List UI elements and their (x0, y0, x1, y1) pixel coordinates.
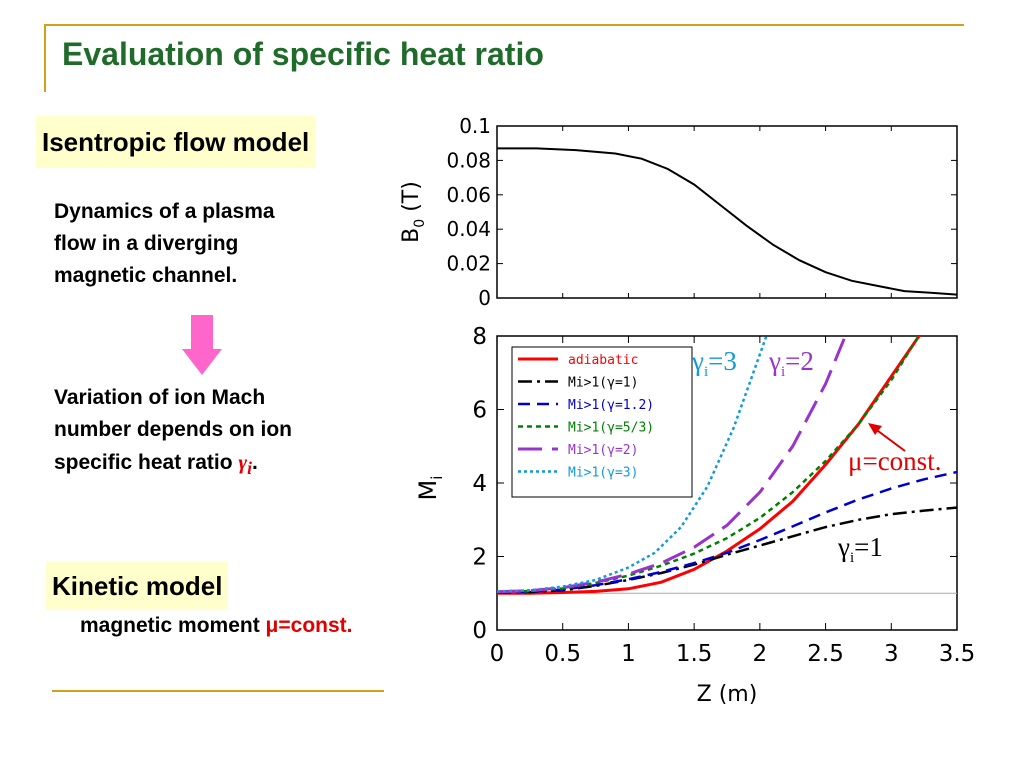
mi-xtick-label: 3 (884, 641, 899, 667)
isentropic-flow-model-label: Isentropic flow model (36, 116, 316, 168)
slide-title: Evaluation of specific heat ratio (62, 36, 544, 72)
mi-legend: adiabatic Mi>1(γ=1) Mi>1(γ=1.2) Mi>1(γ=5/3)… (511, 346, 693, 498)
top-accent-line (44, 24, 964, 26)
legend-entry-label: Mi>1(γ=2) (568, 443, 638, 458)
svg-text:Mi: Mi (414, 476, 446, 501)
variation-line-3: specific heat ratio γi. (54, 446, 414, 484)
mu-const-pointer-line (873, 427, 906, 452)
gamma-subscript: i (247, 458, 253, 479)
annotation-gamma-2: γi=2 (768, 346, 814, 380)
mi-x-ticks: 0 0.5 1 1.5 2 2.5 3 3.5 (490, 336, 976, 667)
dynamics-line-2: flow in a diverging (54, 232, 239, 255)
b0-ytick-label: 0.08 (446, 148, 491, 172)
mi-ylabel-sub: i (428, 476, 446, 480)
legend-entries: adiabatic Mi>1(γ=1) Mi>1(γ=1.2) Mi>1(γ=5/3)… (518, 353, 654, 481)
mi-ylabel-main: M (414, 480, 442, 501)
b0-ytick-label: 0.04 (446, 217, 491, 241)
mi-xtick-label: 0 (490, 641, 505, 667)
mu-const-pointer-head-icon (868, 423, 882, 435)
legend-entry-label: adiabatic (568, 353, 638, 368)
mi-xtick-label: 2 (753, 641, 768, 667)
b0-ylabel-main: B (399, 228, 424, 243)
title-accent-bar (44, 24, 46, 92)
annotation-gamma-3: γi=3 (691, 346, 737, 380)
mi-xtick-label: 0.5 (544, 641, 581, 667)
mi-ytick-label: 2 (472, 545, 487, 571)
mi-annotations: γi=3 γi=2 μ=const. γi=1 (691, 346, 941, 566)
mi-curve (497, 336, 768, 593)
mi-x-axis-label: Z (m) (697, 682, 758, 707)
magnetic-field-chart: 00.020.040.060.080.1 B0 (T) (399, 114, 958, 310)
b0-ylabel-unit: (T) (399, 181, 424, 219)
mi-xtick-label: 2.5 (807, 641, 844, 667)
bottom-accent-line (52, 690, 384, 692)
annotation-mu-const: μ=const. (848, 446, 941, 476)
mi-y-axis-label: Mi (414, 476, 446, 501)
mi-xtick-label: 1 (621, 641, 636, 667)
gamma-symbol: γ (238, 450, 248, 474)
legend-entry-label: Mi>1(γ=1) (568, 376, 638, 391)
mi-ytick-label: 6 (472, 398, 487, 424)
kinetic-model-label: Kinetic model (46, 562, 229, 610)
mi-curve (497, 337, 919, 594)
mi-ytick-label: 0 (472, 618, 487, 644)
dynamics-line-3: magnetic channel. (54, 264, 238, 287)
mi-y-ticks: 0 2 4 6 8 (472, 324, 957, 644)
mi-ytick-label: 4 (472, 471, 487, 497)
gamma-i-symbol: γi (238, 450, 252, 478)
variation-line-1: Variation of ion Mach (54, 386, 266, 409)
legend-entry-label: Mi>1(γ=1.2) (568, 398, 654, 413)
mach-number-chart: 0 2 4 6 8 0 0.5 1 1.5 2 2.5 3 3.5 Mi Z (m) adiabati… (414, 324, 975, 707)
magnetic-moment-line: magnetic moment μ=const. (80, 614, 353, 638)
b0-y-ticks: 0 0.02 0.04 0.06 0.08 0.1 (446, 114, 958, 310)
b0-plot-frame (496, 125, 958, 299)
variation-line-2: number depends on ion (54, 418, 293, 441)
mi-xtick-label: 3.5 (939, 641, 976, 667)
b0-ytick-label: 0.1 (459, 114, 491, 138)
mi-curve (497, 470, 957, 594)
magnetic-moment-text: magnetic moment (80, 614, 260, 637)
b0-ytick-label: 0.06 (446, 183, 491, 207)
down-arrow-icon (182, 315, 222, 375)
b0-ytick-label: 0 (478, 286, 491, 310)
b0-series (497, 147, 958, 296)
b0-curve (497, 147, 958, 296)
variation-paragraph: Variation of ion Mach number depends on … (54, 382, 414, 484)
mu-const-text: μ=const. (265, 614, 353, 637)
mi-xtick-label: 1.5 (676, 641, 713, 667)
mi-ytick-label: 8 (472, 324, 487, 350)
legend-entry-label: Mi>1(γ=3) (568, 466, 638, 481)
sentence-period: . (252, 451, 258, 474)
b0-ylabel-sub: 0 (412, 219, 428, 228)
dynamics-line-1: Dynamics of a plasma (54, 200, 275, 223)
svg-text:B0 (T): B0 (T) (399, 181, 428, 243)
mi-series (497, 336, 957, 595)
legend-entry-label: Mi>1(γ=5/3) (568, 421, 654, 436)
annotation-gamma-1: γi=1 (837, 532, 883, 566)
variation-line-3-text: specific heat ratio (54, 451, 233, 474)
b0-y-axis-label: B0 (T) (399, 181, 428, 243)
b0-ytick-label: 0.02 (446, 252, 491, 276)
mi-curve (497, 336, 847, 594)
dynamics-paragraph: Dynamics of a plasma flow in a diverging… (54, 196, 374, 292)
